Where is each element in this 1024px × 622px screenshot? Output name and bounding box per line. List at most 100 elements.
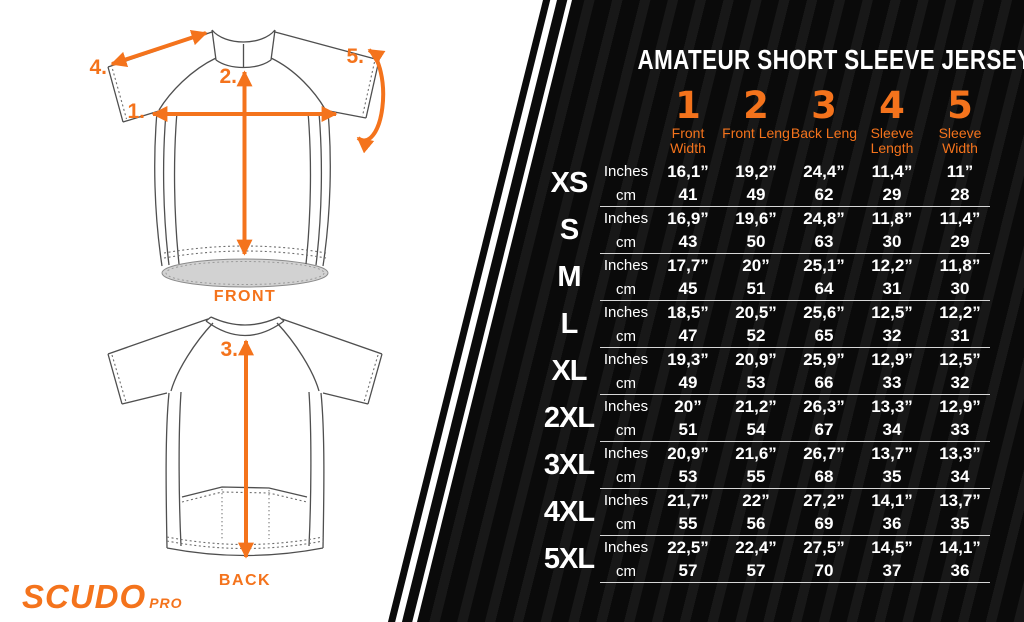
size-row: 2XL Inches 20” 21,2” 26,3” 13,3” 12,9” cm 51 54 67… [540, 395, 1004, 442]
measurement-value: 17,7” [667, 255, 709, 275]
size-row: L Inches 18,5” 20,5” 25,6” 12,5” 12,2” cm 47 52 65… [540, 301, 1004, 348]
measurement-value: 11,8” [871, 208, 913, 228]
measurement-value: 67 [814, 420, 834, 440]
chart-header: 1 Front Width 2 Front Leng 3 Back Leng 4 Sleeve… [654, 84, 994, 156]
measurement-value: 19,3” [667, 349, 709, 369]
row-divider [600, 299, 990, 301]
unit-label: Inches [603, 351, 649, 369]
measurement-value: 53 [678, 467, 698, 487]
measurement-value: 25,9” [803, 349, 845, 369]
measurement-value: 14,1” [871, 490, 913, 510]
column-label: Back Leng [790, 125, 858, 141]
column-header: 2 Front Leng [722, 87, 790, 155]
measurement-value: 36 [950, 561, 970, 581]
measurement-line-inches: Inches 17,7” 20” 25,1” 12,2” 11,8” [598, 254, 1004, 278]
measurement-value: 12,9” [939, 396, 981, 416]
unit-label: cm [616, 562, 636, 580]
measurement-value: 29 [950, 232, 970, 252]
unit-label: Inches [603, 210, 649, 228]
measurement-value: 20,5” [735, 302, 777, 322]
measurement-value: 22” [742, 490, 770, 510]
measurement-value: 13,7” [871, 443, 913, 463]
measurement-value: 34 [882, 420, 902, 440]
measurement-value: 24,8” [803, 208, 845, 228]
row-divider [600, 346, 990, 348]
size-label: M [557, 261, 581, 293]
measurement-value: 36 [882, 514, 902, 534]
chart-title: AMATEUR SHORT SLEEVE JERSEY-WOMAN [637, 44, 1024, 75]
measurement-value: 13,7” [939, 490, 981, 510]
measurement-value: 19,6” [735, 208, 777, 228]
size-row: M Inches 17,7” 20” 25,1” 12,2” 11,8” cm 45 51 64 31… [540, 254, 1004, 301]
measurement-line-cm: cm 41 49 62 29 28 [598, 184, 1004, 208]
measurement-value: 64 [814, 279, 834, 299]
measurement-value: 32 [950, 373, 970, 393]
measurement-value: 62 [814, 185, 834, 205]
measurement-value: 27,5” [803, 537, 845, 557]
measurement-value: 55 [746, 467, 766, 487]
measurement-value: 26,3” [803, 396, 845, 416]
measurement-value: 12,9” [871, 349, 913, 369]
row-divider [600, 393, 990, 395]
measurement-value: 25,1” [803, 255, 845, 275]
row-divider [600, 205, 990, 207]
marker-sleeve-length: 4. [89, 56, 107, 79]
unit-label: cm [616, 468, 636, 486]
measurement-line-inches: Inches 20” 21,2” 26,3” 13,3” 12,9” [598, 395, 1004, 419]
marker-front-length: 2. [219, 65, 237, 88]
marker-back-length: 3. [220, 338, 238, 361]
size-row: S Inches 16,9” 19,6” 24,8” 11,8” 11,4” cm 43 50 63… [540, 207, 1004, 254]
measurement-value: 51 [746, 279, 766, 299]
measurement-value: 35 [882, 467, 902, 487]
unit-label: cm [616, 233, 636, 251]
size-label: 3XL [543, 449, 595, 481]
measurement-value: 57 [746, 561, 766, 581]
front-jersey-outline [107, 29, 380, 267]
measurement-value: 12,2” [939, 302, 981, 322]
row-divider [600, 534, 990, 536]
back-label: BACK [219, 572, 271, 589]
column-header: 4 Sleeve Length [858, 84, 926, 156]
front-label: FRONT [214, 288, 277, 305]
brand-logo-main: SCUDO [22, 578, 147, 615]
measurement-line-inches: Inches 21,7” 22” 27,2” 14,1” 13,7” [598, 489, 1004, 513]
column-number: 3 [811, 84, 837, 127]
row-divider [600, 487, 990, 489]
measurement-line-cm: cm 51 54 67 34 33 [598, 419, 1004, 443]
measurement-value: 22,5” [667, 537, 709, 557]
brand-logo: SCUDO PRO [22, 578, 183, 616]
sleeve-width-arrow [356, 48, 386, 154]
measurement-value: 51 [678, 420, 698, 440]
unit-label: cm [616, 186, 636, 204]
measurement-value: 37 [882, 561, 902, 581]
measurement-value: 29 [882, 185, 902, 205]
measurement-value: 27,2” [803, 490, 845, 510]
measurement-line-cm: cm 47 52 65 32 31 [598, 325, 1004, 349]
chart-rows: XS Inches 16,1” 19,2” 24,4” 11,4” 11” cm 41 49 62 2… [540, 160, 1004, 583]
column-number: 4 [879, 84, 905, 127]
measurement-value: 49 [746, 185, 766, 205]
measurement-value: 13,3” [871, 396, 913, 416]
measurement-value: 52 [746, 326, 766, 346]
measurement-value: 30 [950, 279, 970, 299]
measurement-value: 63 [814, 232, 834, 252]
column-label: Sleeve Length [870, 125, 914, 156]
column-label: Front Leng [722, 125, 790, 141]
size-row: 4XL Inches 21,7” 22” 27,2” 14,1” 13,7” cm 55 56 69… [540, 489, 1004, 536]
row-divider [600, 440, 990, 442]
measurement-line-cm: cm 57 57 70 37 36 [598, 560, 1004, 584]
measurement-value: 24,4” [803, 161, 845, 181]
measurement-line-inches: Inches 19,3” 20,9” 25,9” 12,9” 12,5” [598, 348, 1004, 372]
measurement-value: 50 [746, 232, 766, 252]
front-hem-stitch [165, 261, 325, 285]
measurement-value: 47 [678, 326, 698, 346]
measurement-value: 45 [678, 279, 698, 299]
row-divider [600, 581, 990, 583]
unit-label: Inches [603, 304, 649, 322]
measurement-value: 20,9” [667, 443, 709, 463]
measurement-value: 43 [678, 232, 698, 252]
unit-label: Inches [603, 398, 649, 416]
measurement-value: 11,8” [939, 255, 981, 275]
measurement-value: 68 [814, 467, 834, 487]
measurement-value: 70 [814, 561, 834, 581]
